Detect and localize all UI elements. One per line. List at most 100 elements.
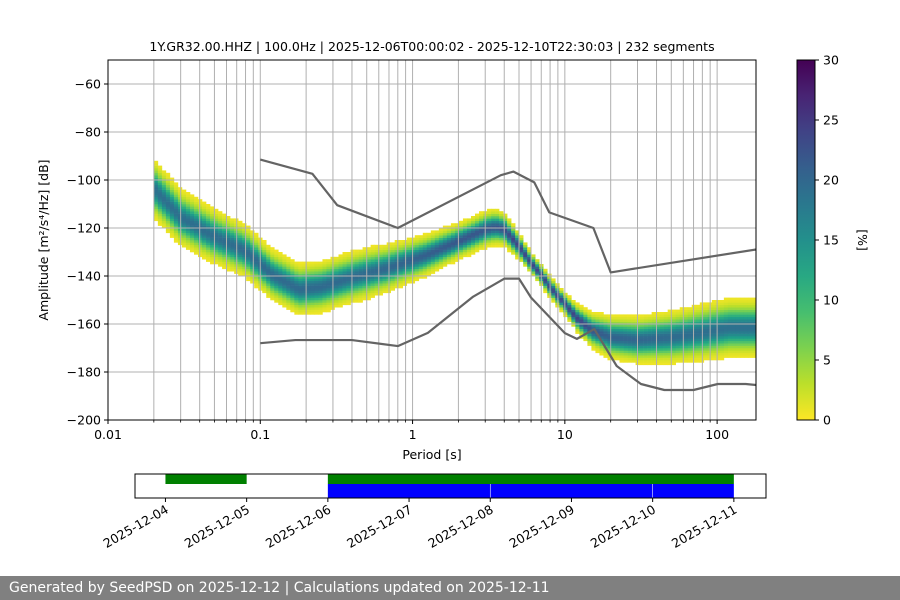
psd-bin: [434, 264, 440, 267]
psd-bin: [619, 352, 624, 356]
psd-bin: [571, 302, 576, 306]
psd-bin: [619, 333, 624, 337]
psd-bin: [358, 249, 363, 253]
psd-bin: [438, 247, 444, 250]
psd-bin: [739, 355, 745, 358]
psd-bin: [579, 333, 584, 337]
psd-bin: [153, 192, 159, 195]
psd-bin: [727, 333, 733, 337]
psd-bin: [161, 180, 167, 183]
psd-bin: [278, 254, 283, 258]
psd-bin: [466, 235, 472, 238]
psd-bin: [735, 345, 741, 349]
psd-bin: [278, 297, 283, 301]
psd-bin: [731, 324, 737, 327]
psd-bin: [603, 338, 608, 342]
psd-bin: [430, 261, 436, 265]
psd-bin: [462, 244, 468, 248]
psd-bin: [246, 249, 251, 253]
psd-bin: [735, 331, 741, 334]
psd-bin: [579, 307, 584, 310]
psd-bin: [719, 326, 725, 330]
psd-bin: [314, 309, 319, 313]
psd-bin: [743, 348, 749, 351]
psd-bin: [683, 345, 689, 349]
psd-bin: [318, 292, 323, 296]
psd-bin: [631, 350, 636, 354]
psd-bin: [679, 340, 685, 344]
psd-bin: [362, 280, 367, 284]
psd-bin: [254, 278, 259, 282]
psd-bin: [222, 242, 227, 246]
psd-bin: [406, 268, 412, 272]
psd-bin: [623, 321, 628, 325]
psd-bin: [683, 355, 689, 358]
psd-bin: [242, 271, 247, 274]
psd-bin: [294, 264, 299, 267]
psd-bin: [487, 211, 492, 214]
psd-bin: [246, 247, 251, 250]
psd-bin: [727, 314, 733, 318]
psd-bin: [735, 343, 741, 346]
psd-bin: [270, 290, 275, 294]
psd-bin: [735, 314, 741, 318]
psd-bin: [382, 264, 387, 267]
psd-bin: [185, 232, 191, 236]
psd-bin: [310, 271, 315, 274]
psd-bin: [747, 345, 753, 349]
psd-bin: [418, 240, 424, 243]
psd-bin: [418, 237, 424, 241]
psd-bin: [719, 357, 725, 361]
psd-bin: [647, 343, 652, 346]
psd-bin: [591, 348, 596, 351]
psd-bin: [177, 220, 183, 224]
colorbar-tick-label: 10: [823, 293, 839, 308]
psd-bin: [334, 266, 339, 270]
psd-bin: [350, 271, 355, 274]
x-tick-label: 10: [557, 427, 573, 442]
psd-bin: [466, 247, 472, 250]
psd-bin: [695, 348, 701, 351]
psd-bin: [294, 297, 299, 301]
psd-bin: [246, 276, 251, 279]
psd-bin: [294, 283, 299, 286]
psd-bin: [366, 259, 371, 262]
psd-bin: [250, 240, 255, 243]
psd-bin: [161, 206, 167, 210]
psd-bin: [715, 316, 721, 320]
psd-bin: [739, 343, 745, 346]
psd-bin: [374, 276, 379, 279]
psd-bin: [647, 324, 652, 327]
psd-bin: [366, 271, 371, 274]
psd-bin: [177, 232, 183, 236]
psd-bin: [294, 300, 299, 303]
psd-bin: [715, 307, 721, 310]
psd-bin: [462, 220, 468, 224]
psd-bin: [655, 328, 660, 332]
psd-bin: [286, 264, 291, 267]
psd-bin: [358, 278, 363, 282]
psd-bin: [450, 242, 456, 246]
psd-bin: [703, 304, 709, 308]
psd-bin: [282, 254, 287, 258]
psd-bin: [719, 340, 725, 344]
psd-bin: [298, 302, 303, 306]
psd-bin: [418, 259, 424, 262]
psd-bin: [202, 242, 207, 246]
psd-bin: [655, 321, 660, 325]
psd-bin: [739, 300, 745, 303]
psd-bin: [595, 345, 600, 349]
psd-bin: [153, 196, 159, 200]
psd-bin: [270, 271, 275, 274]
psd-bin: [462, 254, 468, 258]
psd-bin: [715, 319, 721, 322]
psd-bin: [703, 319, 709, 322]
psd-bin: [731, 307, 737, 310]
psd-bin: [242, 237, 247, 241]
psd-bin: [438, 244, 444, 248]
psd-bin: [290, 307, 295, 310]
psd-bin: [663, 343, 668, 346]
psd-bin: [222, 213, 227, 217]
psd-bin: [735, 355, 741, 358]
psd-bin: [358, 285, 363, 289]
